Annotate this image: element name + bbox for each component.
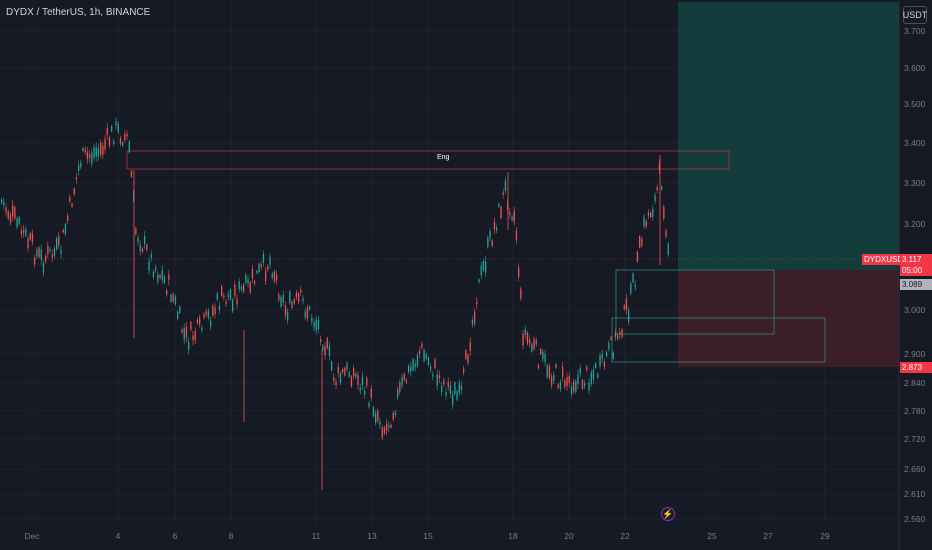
ticker-title[interactable]: DYDX / TetherUS, 1h, BINANCE bbox=[6, 7, 151, 18]
demand-box-1 bbox=[615, 269, 775, 335]
time-tick: 20 bbox=[564, 531, 574, 541]
price-tick: 3.600 bbox=[904, 63, 926, 73]
price-tick: 3.300 bbox=[904, 178, 926, 188]
demand-box-2 bbox=[611, 317, 826, 363]
price-tick: 2.660 bbox=[904, 464, 926, 474]
time-tick: 18 bbox=[508, 531, 518, 541]
time-tick: 4 bbox=[115, 531, 121, 541]
time-tick: 6 bbox=[172, 531, 178, 541]
time-tick: 11 bbox=[311, 531, 321, 541]
time-tick: 8 bbox=[228, 531, 234, 541]
price-tick: 3.000 bbox=[904, 305, 926, 315]
currency-button[interactable]: USDT bbox=[903, 6, 927, 24]
target-zone bbox=[678, 2, 899, 270]
stop-zone bbox=[678, 270, 899, 367]
symbol-tag: DYDXUSDT bbox=[862, 254, 911, 265]
countdown-tag: 05:00 bbox=[900, 265, 932, 276]
price-tick: 3.700 bbox=[904, 26, 926, 36]
price-tick: 2.900 bbox=[904, 349, 926, 359]
time-tick: 27 bbox=[763, 531, 773, 541]
lightning-icon[interactable]: ⚡ bbox=[661, 507, 675, 521]
price-tick: 3.400 bbox=[904, 138, 926, 148]
time-tick: 29 bbox=[820, 531, 830, 541]
time-tick: 13 bbox=[367, 531, 377, 541]
time-tick: 25 bbox=[707, 531, 717, 541]
candlestick-series bbox=[1, 117, 669, 490]
price-tick: 2.840 bbox=[904, 378, 926, 388]
time-tick: 22 bbox=[620, 531, 630, 541]
zone-label: Eng bbox=[437, 154, 450, 161]
price-tick: 2.560 bbox=[904, 514, 926, 524]
price-tick: 2.610 bbox=[904, 489, 926, 499]
time-tick: 15 bbox=[423, 531, 433, 541]
eng-zone-box bbox=[126, 150, 730, 170]
price-tick: 3.500 bbox=[904, 99, 926, 109]
price-tick: 2.780 bbox=[904, 406, 926, 416]
stop-price-tag: 2.873 bbox=[900, 362, 932, 373]
price-tick: 3.200 bbox=[904, 219, 926, 229]
time-tick: Dec bbox=[24, 531, 40, 541]
entry-price-tag: 3.089 bbox=[900, 279, 932, 290]
price-tick: 2.720 bbox=[904, 434, 926, 444]
last-price-tag: 3.117 bbox=[900, 254, 932, 265]
